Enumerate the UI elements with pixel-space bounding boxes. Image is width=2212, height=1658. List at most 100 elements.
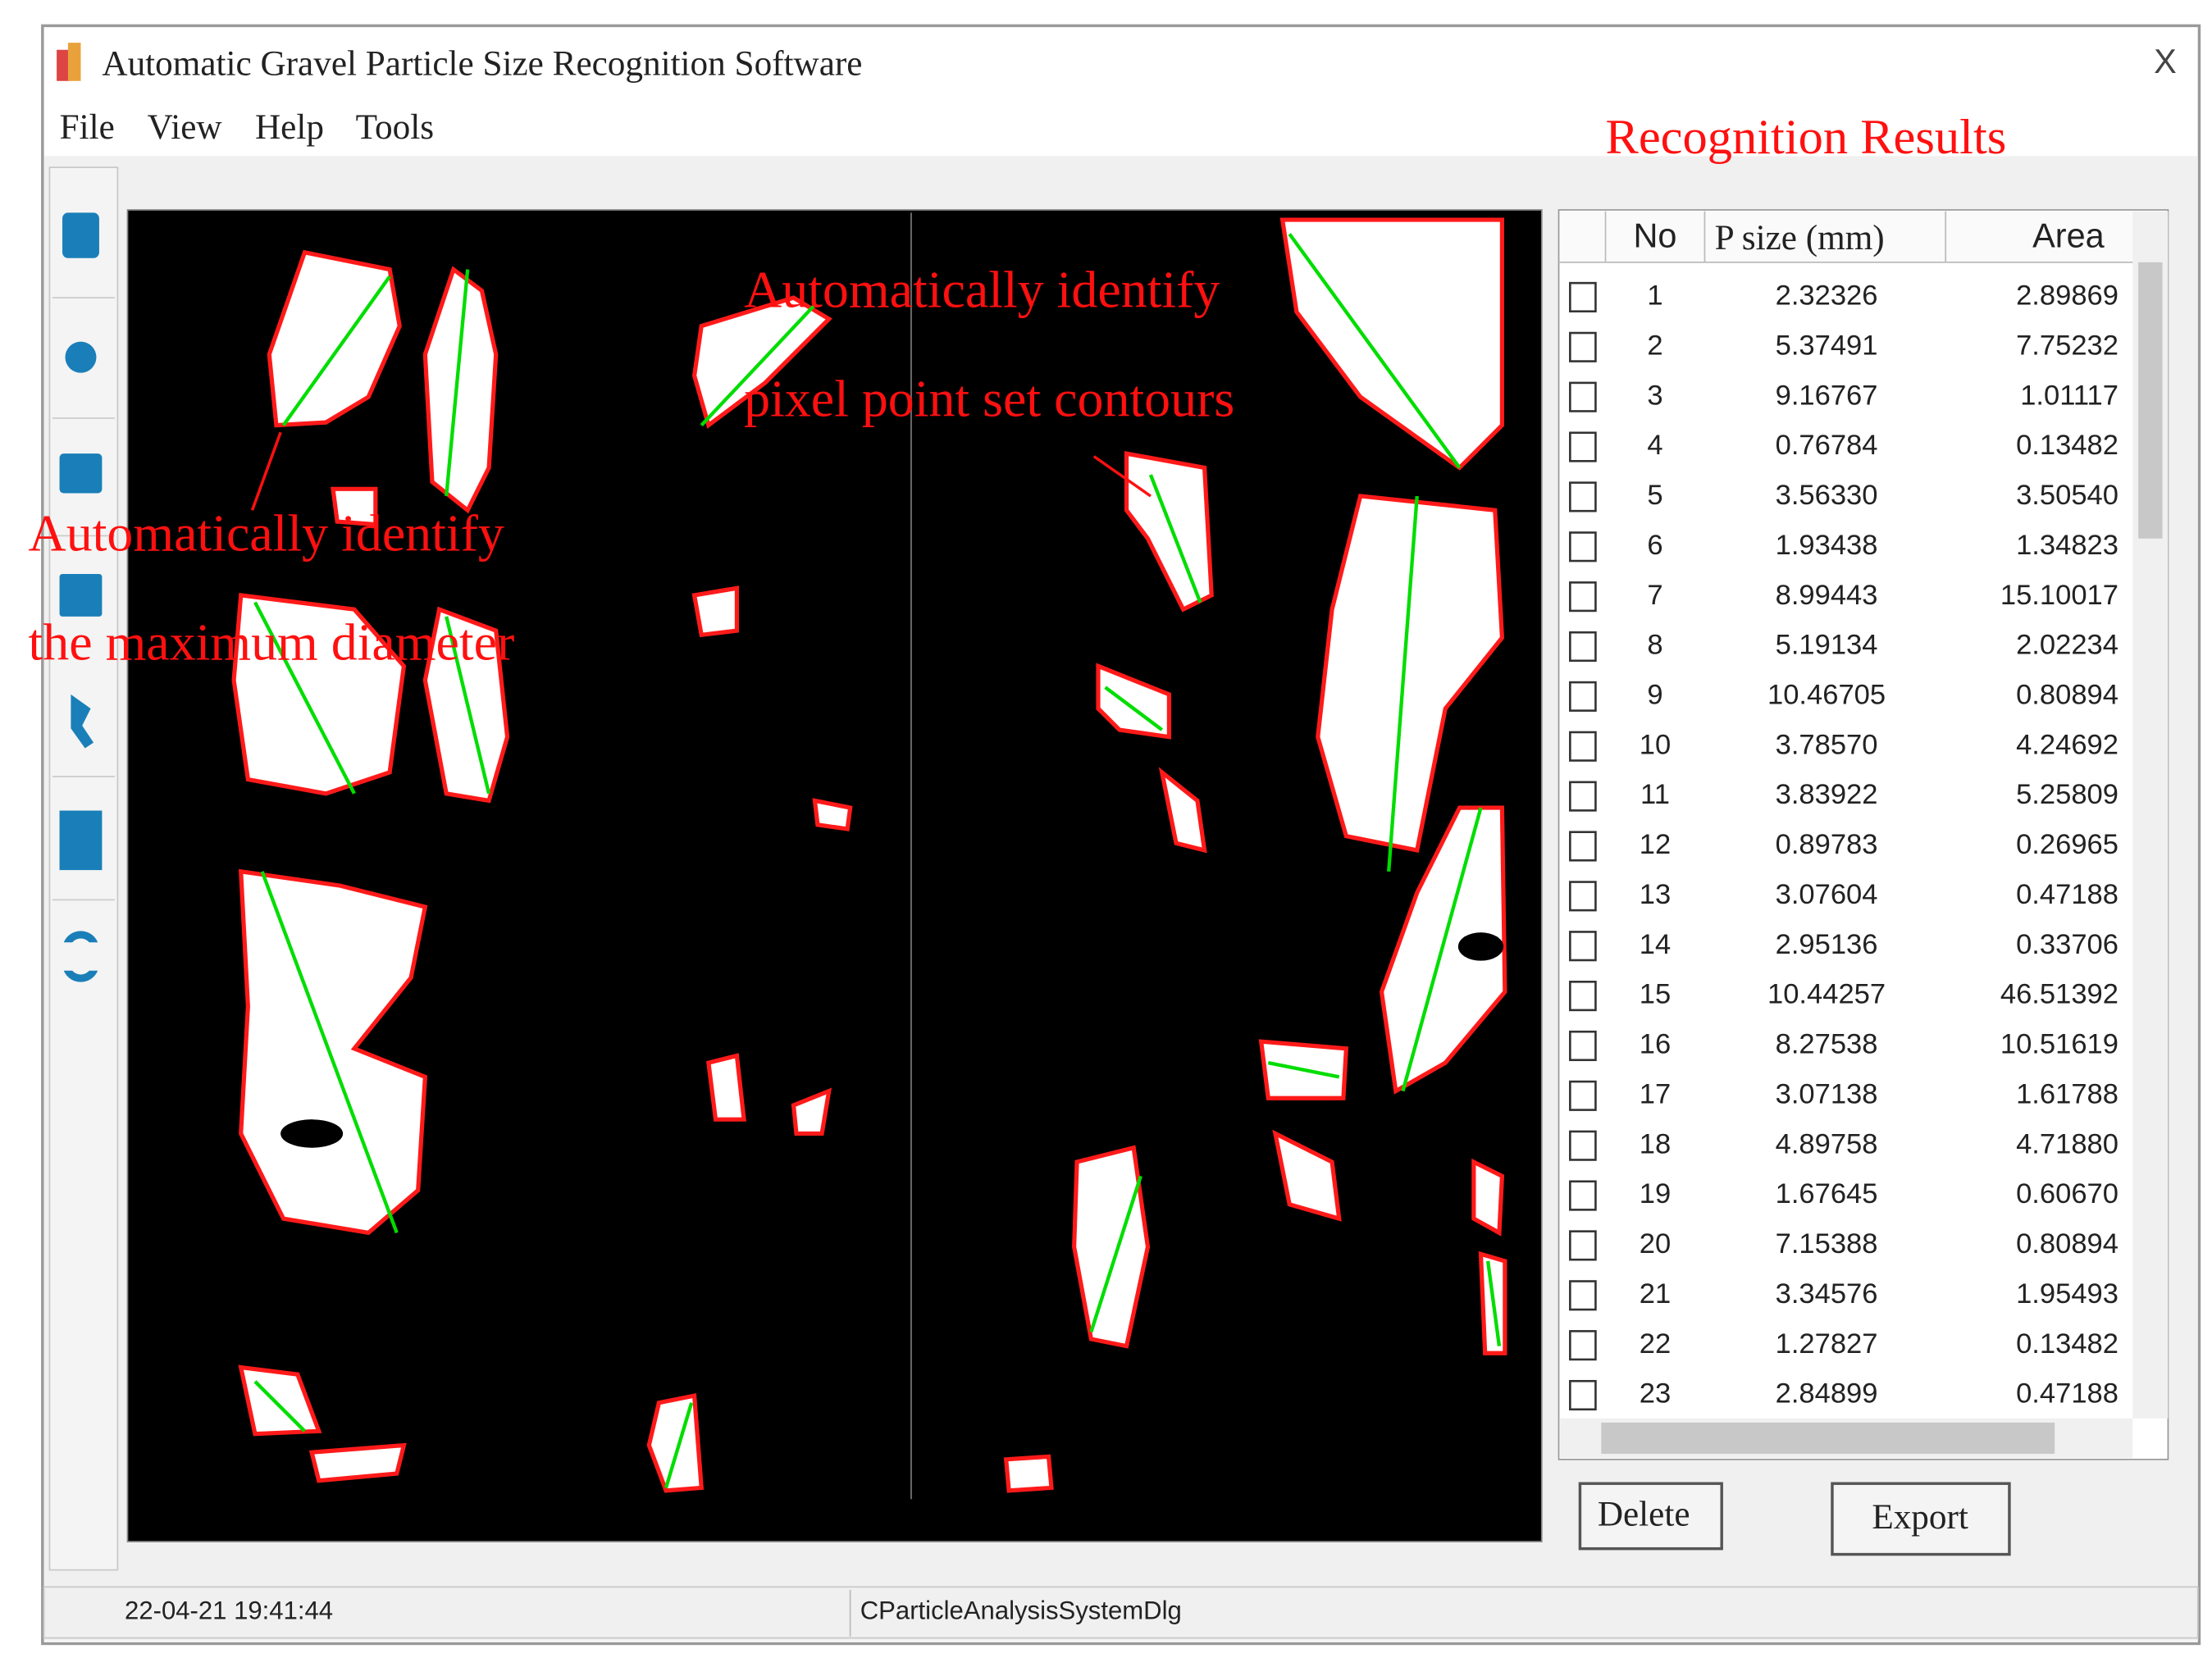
row-checkbox[interactable] — [1569, 331, 1597, 362]
row-number: 21 — [1640, 1278, 1671, 1310]
row-checkbox[interactable] — [1569, 881, 1597, 912]
row-area: 2.02234 — [2016, 630, 2119, 661]
row-psize: 0.89783 — [1776, 829, 1878, 860]
row-checkbox[interactable] — [1569, 731, 1597, 762]
row-number: 1 — [1647, 280, 1662, 312]
row-area: 46.51392 — [2000, 979, 2119, 1010]
row-checkbox[interactable] — [1569, 431, 1597, 462]
row-area: 0.80894 — [2016, 680, 2119, 711]
image-panel — [126, 209, 1543, 1542]
row-checkbox[interactable] — [1569, 1379, 1597, 1411]
results-heading: Recognition Results — [1606, 110, 2007, 165]
column-header[interactable]: P size (mm) — [1715, 219, 1885, 257]
row-psize: 5.37491 — [1776, 330, 1878, 361]
row-number: 4 — [1647, 430, 1662, 461]
row-psize: 0.76784 — [1776, 430, 1878, 461]
row-checkbox[interactable] — [1569, 1230, 1597, 1261]
row-psize: 5.19134 — [1776, 630, 1878, 661]
row-area: 0.60670 — [2016, 1178, 2119, 1209]
row-number: 15 — [1640, 979, 1671, 1010]
annotation: pixel point set contours — [744, 369, 1234, 427]
scroll-thumb[interactable] — [2138, 262, 2163, 539]
results-table: No P size (mm) Area 1 2.32326 2.89869 2 5.37… — [1558, 209, 2169, 1460]
row-area: 15.10017 — [2000, 580, 2119, 611]
row-checkbox[interactable] — [1569, 581, 1597, 613]
row-checkbox[interactable] — [1569, 281, 1597, 313]
tool-icon[interactable] — [59, 453, 103, 494]
row-checkbox[interactable] — [1569, 1280, 1597, 1311]
row-area: 0.47188 — [2016, 1378, 2119, 1410]
row-number: 23 — [1640, 1378, 1671, 1410]
row-psize: 2.95136 — [1776, 929, 1878, 960]
tool-icon[interactable] — [59, 810, 103, 871]
row-number: 20 — [1640, 1228, 1671, 1259]
menu-item[interactable]: Tools — [356, 108, 434, 147]
row-area: 0.26965 — [2016, 829, 2119, 860]
row-number: 2 — [1647, 330, 1662, 361]
row-checkbox[interactable] — [1569, 381, 1597, 412]
row-checkbox[interactable] — [1569, 1180, 1597, 1211]
menu-item[interactable]: File — [60, 108, 115, 147]
row-number: 16 — [1640, 1029, 1671, 1060]
row-number: 14 — [1640, 929, 1671, 960]
row-checkbox[interactable] — [1569, 1130, 1597, 1161]
row-checkbox[interactable] — [1569, 1080, 1597, 1111]
row-area: 0.13482 — [2016, 430, 2119, 461]
row-psize: 8.99443 — [1776, 580, 1878, 611]
annotation: Automatically identify — [29, 503, 504, 562]
row-checkbox[interactable] — [1569, 531, 1597, 563]
tool-icon[interactable] — [65, 341, 97, 373]
button-label[interactable]: Export — [1872, 1498, 1968, 1537]
row-area: 0.33706 — [2016, 929, 2119, 960]
row-psize: 3.34576 — [1776, 1278, 1878, 1310]
column-header[interactable]: No — [1633, 216, 1676, 254]
button-label[interactable]: Delete — [1598, 1496, 1690, 1534]
annotation: Automatically identify — [744, 260, 1220, 318]
export-button[interactable] — [1831, 1482, 2011, 1556]
annotation-arrow — [1092, 455, 1152, 498]
close-button[interactable]: X — [2154, 42, 2177, 80]
row-number: 13 — [1640, 879, 1671, 910]
row-number: 19 — [1640, 1178, 1671, 1209]
row-number: 9 — [1647, 680, 1662, 711]
row-checkbox[interactable] — [1569, 981, 1597, 1012]
row-area: 5.25809 — [2016, 779, 2119, 810]
row-checkbox[interactable] — [1569, 481, 1597, 512]
row-checkbox[interactable] — [1569, 931, 1597, 962]
toolbar — [48, 166, 119, 1571]
row-area: 2.89869 — [2016, 280, 2119, 312]
row-psize: 2.32326 — [1776, 280, 1878, 312]
tool-icon[interactable] — [71, 694, 94, 749]
row-checkbox[interactable] — [1569, 1030, 1597, 1062]
row-psize: 3.83922 — [1776, 779, 1878, 810]
row-psize: 3.78570 — [1776, 729, 1878, 760]
row-area: 0.13482 — [2016, 1328, 2119, 1360]
column-header[interactable]: Area — [2032, 216, 2105, 254]
scroll-thumb[interactable] — [1601, 1422, 2055, 1454]
row-psize: 7.15388 — [1776, 1228, 1878, 1259]
row-psize: 1.67645 — [1776, 1178, 1878, 1209]
row-number: 10 — [1640, 729, 1671, 760]
tool-icon[interactable] — [62, 212, 99, 258]
row-checkbox[interactable] — [1569, 681, 1597, 712]
menu-item[interactable]: Help — [255, 108, 324, 147]
row-number: 5 — [1647, 480, 1662, 511]
row-area: 1.61788 — [2016, 1078, 2119, 1109]
row-number: 12 — [1640, 829, 1671, 860]
row-psize: 4.89758 — [1776, 1128, 1878, 1159]
window-title: Automatic Gravel Particle Size Recogniti… — [102, 44, 862, 83]
row-checkbox[interactable] — [1569, 781, 1597, 812]
row-number: 7 — [1647, 580, 1662, 611]
row-checkbox[interactable] — [1569, 1330, 1597, 1361]
row-checkbox[interactable] — [1569, 831, 1597, 862]
row-area: 3.50540 — [2016, 480, 2119, 511]
status-text: 22-04-21 19:41:44 — [125, 1597, 333, 1625]
status-bar — [43, 1586, 2199, 1639]
row-psize: 9.16767 — [1776, 380, 1878, 411]
tool-icon[interactable] — [59, 574, 103, 617]
menu-item[interactable]: View — [148, 108, 222, 147]
delete-button[interactable] — [1578, 1482, 1723, 1551]
row-checkbox[interactable] — [1569, 631, 1597, 663]
